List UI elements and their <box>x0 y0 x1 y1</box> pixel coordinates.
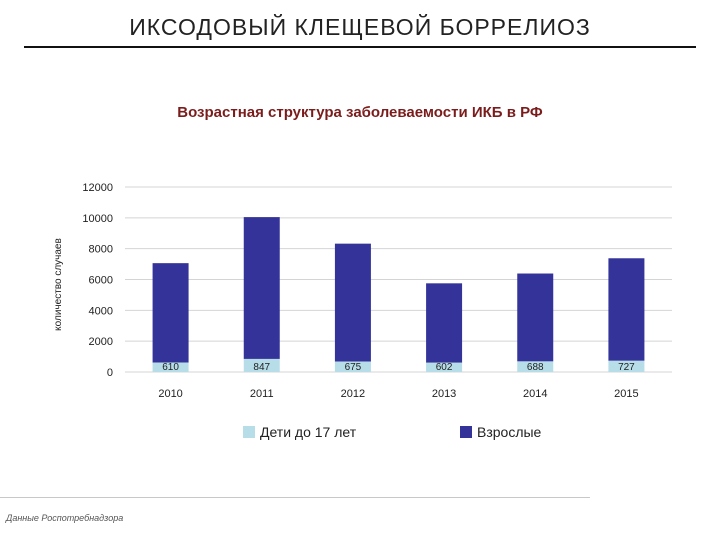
bar-adults <box>243 217 280 359</box>
bar-children-value-label: 688 <box>527 362 544 373</box>
bar-children-value-label: 602 <box>436 362 453 373</box>
bar-children-value-label: 610 <box>162 362 179 373</box>
bar-children <box>243 358 280 372</box>
legend-swatch-adults <box>460 426 472 438</box>
x-tick-label: 2012 <box>341 388 365 400</box>
bar-children <box>608 360 645 372</box>
chart-title: Возрастная структура заболеваемости ИКБ … <box>177 104 543 121</box>
x-tick-label: 2010 <box>158 388 182 400</box>
footer-divider <box>0 497 590 498</box>
bar-adults <box>334 243 371 362</box>
bar-children <box>152 362 189 372</box>
legend-swatch-children <box>243 426 255 438</box>
x-tick-label: 2011 <box>250 388 274 400</box>
bar-children-value-label: 847 <box>253 362 270 373</box>
title-divider <box>24 46 696 48</box>
bar-children <box>334 361 371 372</box>
bar-children-value-label: 727 <box>618 362 635 373</box>
bar-children <box>517 361 554 372</box>
bar-children-value-label: 675 <box>345 362 362 373</box>
bar-adults <box>152 263 189 363</box>
bar-children <box>426 362 463 372</box>
y-tick-label: 10000 <box>82 213 113 225</box>
bar-adults <box>517 273 554 362</box>
y-tick-label: 2000 <box>89 336 113 348</box>
slide-title: ИКСОДОВЫЙ КЛЕЩЕВОЙ БОРРЕЛИОЗ <box>129 14 591 40</box>
x-tick-label: 2015 <box>614 388 638 400</box>
x-tick-label: 2014 <box>523 388 547 400</box>
y-tick-label: 0 <box>107 367 113 379</box>
y-tick-label: 4000 <box>89 305 113 317</box>
legend-label-children: Дети до 17 лет <box>260 424 357 440</box>
y-axis-label: количество случаев <box>53 238 64 331</box>
bar-adults <box>608 258 645 361</box>
x-tick-label: 2013 <box>432 388 456 400</box>
bar-adults <box>426 283 463 363</box>
source-note: Данные Роспотребнадзора <box>6 513 124 523</box>
y-tick-label: 6000 <box>89 275 113 287</box>
legend-label-adults: Взрослые <box>477 424 542 440</box>
y-tick-label: 8000 <box>89 244 113 256</box>
y-tick-label: 12000 <box>82 182 113 194</box>
